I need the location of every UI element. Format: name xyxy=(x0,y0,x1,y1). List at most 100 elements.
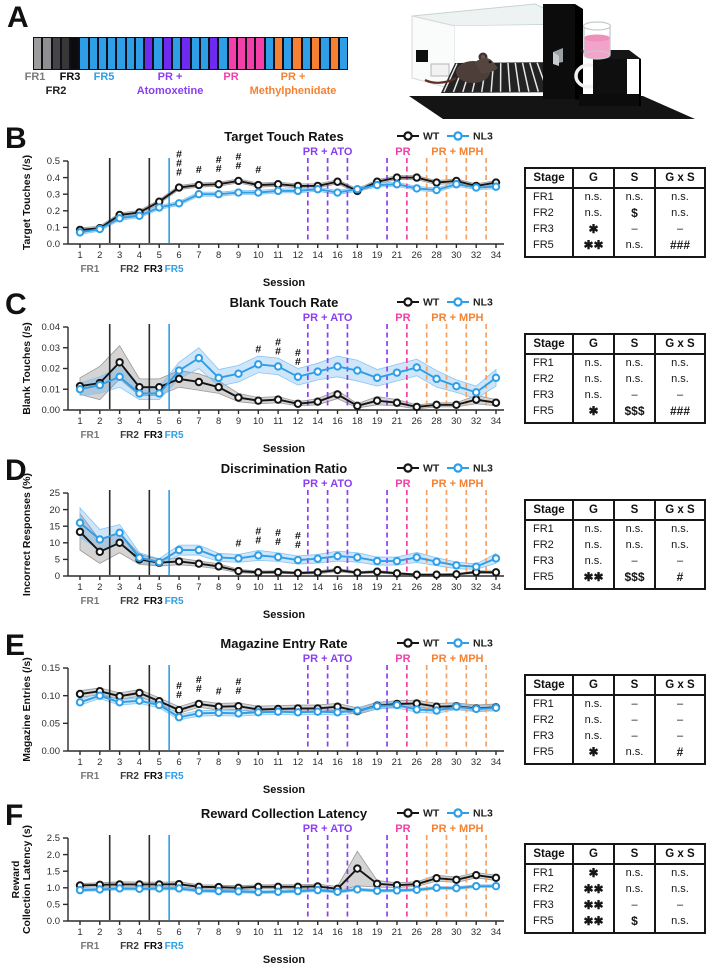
schedule-segment xyxy=(162,37,172,70)
svg-text:3: 3 xyxy=(117,250,122,261)
svg-text:FR5: FR5 xyxy=(165,771,184,782)
stats-column-header: G x S xyxy=(654,500,705,521)
svg-text:6: 6 xyxy=(176,250,181,261)
schedule-stage-label: FR3 xyxy=(59,71,81,83)
stage-cell: FR2 xyxy=(533,883,554,895)
svg-text:0.15: 0.15 xyxy=(42,663,61,674)
svg-text:0.10: 0.10 xyxy=(42,691,61,702)
value-cell: $ xyxy=(613,205,655,221)
schedule-segment xyxy=(153,37,163,70)
svg-text:30: 30 xyxy=(451,757,462,768)
value-cell: n.s. xyxy=(572,553,614,569)
svg-text:34: 34 xyxy=(491,250,502,261)
chamber-interior xyxy=(455,25,543,63)
svg-text:11: 11 xyxy=(273,582,283,593)
svg-text:19: 19 xyxy=(372,250,383,261)
value-cell: n.s. xyxy=(613,354,655,371)
svg-text:26: 26 xyxy=(411,757,422,768)
value-cell: – xyxy=(654,897,705,913)
svg-text:11: 11 xyxy=(273,416,283,427)
svg-text:34: 34 xyxy=(491,416,502,427)
svg-text:Session: Session xyxy=(263,277,305,289)
svg-text:0.0: 0.0 xyxy=(47,239,60,250)
value-cell: $ xyxy=(613,913,655,933)
svg-text:1: 1 xyxy=(77,250,82,261)
svg-text:Magazine Entry Rate: Magazine Entry Rate xyxy=(220,636,347,651)
svg-text:0.03: 0.03 xyxy=(42,343,61,354)
value-cell: – xyxy=(654,728,705,744)
svg-text:Incorrect Responses (%): Incorrect Responses (%) xyxy=(21,473,33,596)
schedule-segment xyxy=(329,37,339,70)
svg-text:Reward: Reward xyxy=(10,861,22,899)
schedule-segment xyxy=(60,37,71,70)
svg-text:WT: WT xyxy=(423,131,440,143)
svg-text:FR1: FR1 xyxy=(80,596,99,607)
svg-text:PR + ATO: PR + ATO xyxy=(303,653,353,665)
svg-text:0.04: 0.04 xyxy=(42,322,61,333)
svg-text:30: 30 xyxy=(451,416,462,427)
svg-text:NL3: NL3 xyxy=(473,808,493,820)
value-cell: # xyxy=(654,744,705,764)
value-cell: ✱ xyxy=(572,744,614,764)
svg-text:15: 15 xyxy=(49,521,60,532)
panel-letter-b: B xyxy=(5,122,28,155)
svg-text:2: 2 xyxy=(97,757,102,768)
stage-cell: FR1 xyxy=(533,357,554,369)
svg-text:FR3: FR3 xyxy=(144,430,163,441)
value-cell: ✱✱ xyxy=(572,881,614,897)
svg-text:11: 11 xyxy=(273,757,283,768)
svg-text:2.5: 2.5 xyxy=(47,833,60,844)
value-cell: ### xyxy=(654,403,705,423)
svg-text:#: # xyxy=(275,336,281,348)
stage-cell: FR3 xyxy=(533,223,554,235)
value-cell: ✱ xyxy=(572,221,614,237)
svg-text:9: 9 xyxy=(236,250,241,261)
svg-text:PR + MPH: PR + MPH xyxy=(431,653,483,665)
stats-row: FR2 n.s. – – xyxy=(525,712,705,728)
svg-text:14: 14 xyxy=(312,416,323,427)
stage-cell: FR5 xyxy=(533,915,554,927)
schedule-segment xyxy=(273,37,284,70)
chart-discrimination-ratio: Discrimination Ratio WT NL3 PR + ATO PR PR + … xyxy=(21,461,504,621)
stats-row: FR1 ✱ n.s. n.s. xyxy=(525,864,705,881)
value-cell: n.s. xyxy=(572,371,614,387)
value-cell: – xyxy=(654,695,705,712)
svg-text:NL3: NL3 xyxy=(473,297,493,309)
svg-text:16: 16 xyxy=(332,927,343,938)
schedule-segment xyxy=(171,37,182,70)
svg-text:FR3: FR3 xyxy=(144,771,163,782)
svg-text:14: 14 xyxy=(312,250,323,261)
svg-text:Discrimination Ratio: Discrimination Ratio xyxy=(221,461,347,476)
svg-text:12: 12 xyxy=(293,927,304,938)
stats-row: FR5 ✱✱ $$$ # xyxy=(525,569,705,589)
svg-text:PR: PR xyxy=(395,146,410,158)
svg-text:#: # xyxy=(236,537,242,549)
svg-text:18: 18 xyxy=(352,582,363,593)
value-cell: – xyxy=(654,387,705,403)
svg-text:1.5: 1.5 xyxy=(47,866,60,877)
schedule-segment xyxy=(264,37,274,70)
svg-text:4: 4 xyxy=(137,582,142,593)
stats-column-header: S xyxy=(613,844,655,865)
svg-text:#: # xyxy=(295,539,301,551)
svg-text:28: 28 xyxy=(431,582,442,593)
svg-text:FR5: FR5 xyxy=(165,596,184,607)
svg-text:3: 3 xyxy=(117,582,122,593)
svg-text:#: # xyxy=(216,686,222,698)
value-cell: $$$ xyxy=(613,569,655,589)
schedule-segment xyxy=(181,37,191,70)
value-cell: n.s. xyxy=(572,387,614,403)
value-cell: ✱✱ xyxy=(572,237,614,257)
svg-text:10: 10 xyxy=(253,582,264,593)
stats-row: FR1 n.s. – – xyxy=(525,695,705,712)
stats-column-header: G xyxy=(572,844,614,865)
value-cell: n.s. xyxy=(572,537,614,553)
svg-text:#: # xyxy=(176,167,182,179)
svg-text:#: # xyxy=(255,164,261,176)
svg-text:2.0: 2.0 xyxy=(47,850,60,861)
schedule-segment xyxy=(97,37,108,70)
svg-text:PR + ATO: PR + ATO xyxy=(303,823,353,835)
stage-cell: FR1 xyxy=(533,523,554,535)
stage-cell: FR3 xyxy=(533,899,554,911)
svg-text:PR: PR xyxy=(395,478,410,490)
